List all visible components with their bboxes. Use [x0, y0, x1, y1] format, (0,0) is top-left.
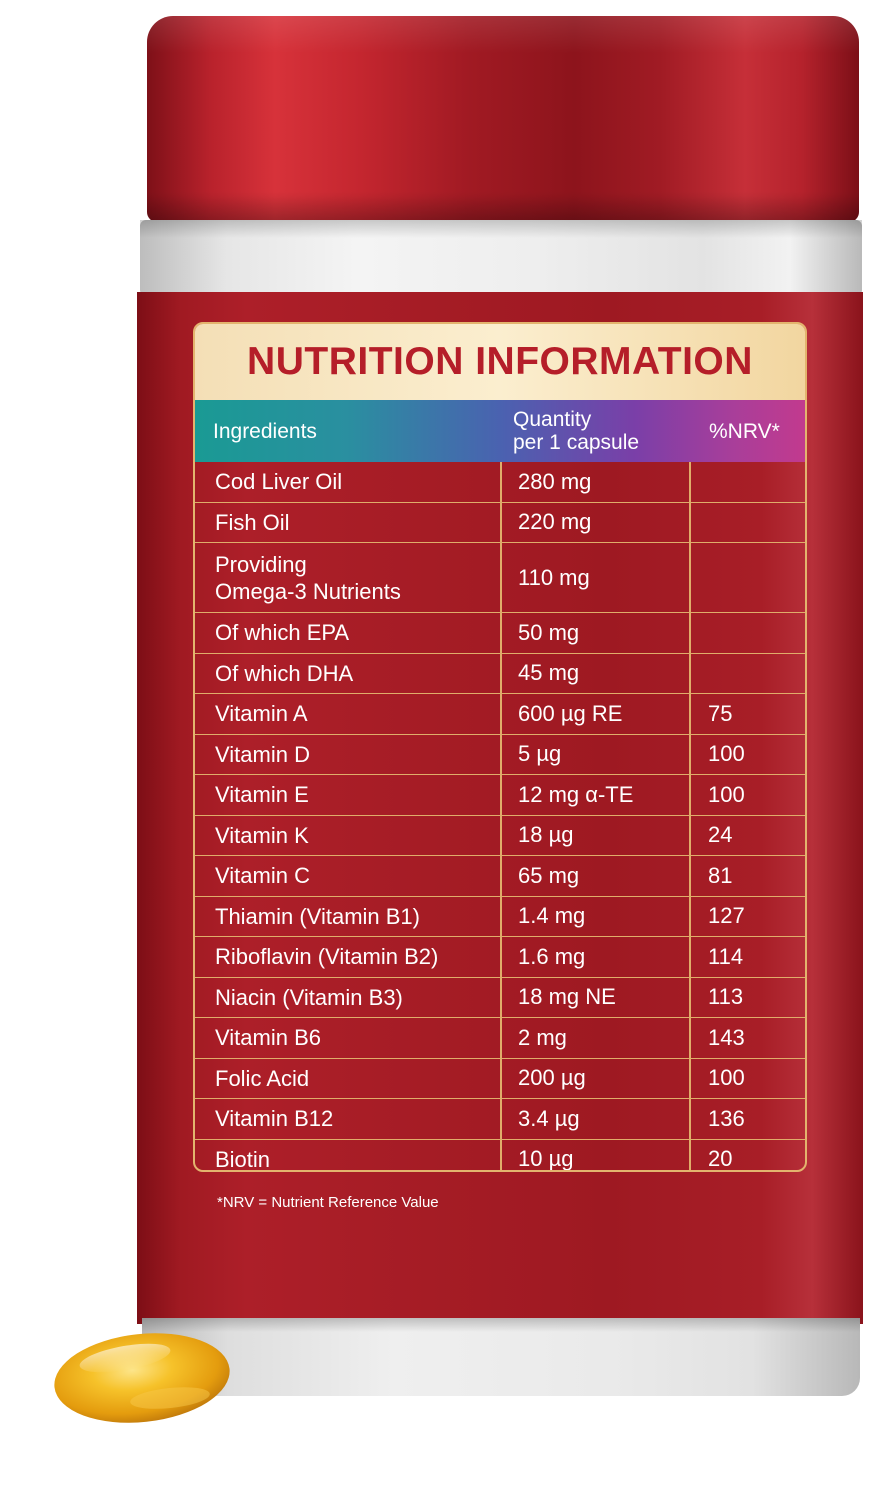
nrv-cell: 113: [708, 984, 744, 1010]
nutrition-title: NUTRITION INFORMATION: [247, 340, 753, 383]
bottle-base-shadow: [142, 1318, 860, 1332]
softgel-capsule-icon: [54, 1333, 230, 1423]
nrv-cell: 127: [708, 903, 745, 929]
ingredient-cell: Vitamin K: [215, 822, 309, 848]
quantity-cell: 600 µg RE: [518, 700, 623, 726]
nutrition-title-bar: NUTRITION INFORMATION: [195, 324, 805, 400]
nrv-cell: [708, 543, 798, 612]
table-row: Cod Liver Oil 280 mg: [195, 462, 805, 502]
column-divider: [500, 462, 502, 1170]
ingredient-cell: Of which DHA: [215, 660, 354, 686]
header-nrv: %NRV*: [709, 419, 780, 443]
nrv-cell: 81: [708, 862, 733, 888]
nrv-footnote: *NRV = Nutrient Reference Value: [217, 1194, 439, 1211]
ingredient-cell: Vitamin A: [215, 701, 308, 727]
table-row: Vitamin D 5 µg 100: [195, 733, 805, 775]
nrv-cell: 136: [708, 1105, 745, 1131]
ingredient-cell: Thiamin (Vitamin B1): [215, 903, 420, 929]
table-header: Ingredients Quantity per 1 capsule %NRV*: [195, 400, 805, 462]
quantity-cell: 50 mg: [518, 619, 580, 645]
table-row: Vitamin C 65 mg 81: [195, 855, 805, 896]
quantity-cell: 110 mg: [518, 564, 590, 590]
nrv-cell: [708, 503, 798, 543]
nrv-cell: [708, 613, 798, 653]
table-row: Vitamin B12 3.4 µg 136: [195, 1098, 805, 1139]
ingredient-cell: Folic Acid: [215, 1065, 310, 1091]
ingredient-cell: Of which EPA: [215, 620, 350, 646]
table-row: Vitamin A 600 µg RE 75: [195, 693, 805, 734]
nrv-cell: [708, 654, 798, 694]
table-row: Biotin 10 µg 20: [195, 1138, 805, 1172]
nrv-cell: [708, 462, 798, 502]
table-row: Thiamin (Vitamin B1) 1.4 mg 127: [195, 895, 805, 937]
bottle-base-band: [142, 1318, 860, 1396]
nrv-cell: 24: [708, 822, 733, 848]
quantity-cell: 65 mg: [518, 862, 580, 888]
header-quantity-line1: Quantity: [513, 408, 592, 431]
nrv-cell: 20: [708, 1146, 733, 1172]
ingredient-cell: Providing Omega-3 Nutrients: [215, 543, 495, 612]
quantity-cell: 5 µg: [518, 741, 562, 767]
table-row: Providing Omega-3 Nutrients 110 mg: [195, 542, 805, 612]
table-row: Of which DHA 45 mg: [195, 652, 805, 694]
bottle-neck-shadow: [140, 220, 862, 238]
bottle-neck-band: [140, 220, 862, 296]
quantity-cell: 45 mg: [518, 660, 580, 686]
table-row: Of which EPA 50 mg: [195, 612, 805, 653]
quantity-cell: 220 mg: [518, 509, 592, 535]
ingredient-line2: Omega-3 Nutrients: [215, 578, 401, 604]
ingredient-cell: Vitamin D: [215, 741, 310, 767]
table-row: Riboflavin (Vitamin B2) 1.6 mg 114: [195, 936, 805, 977]
ingredient-line1: Providing: [215, 551, 307, 577]
bottle-cap: [147, 16, 859, 222]
quantity-cell: 18 µg: [518, 822, 574, 848]
quantity-cell: 18 mg NE: [518, 984, 616, 1010]
header-quantity: Quantity per 1 capsule: [513, 400, 693, 462]
nrv-cell: 75: [708, 700, 733, 726]
ingredient-cell: Vitamin E: [215, 782, 309, 808]
nrv-cell: 100: [708, 781, 745, 807]
column-divider: [689, 462, 691, 1170]
quantity-cell: 12 mg α-TE: [518, 781, 634, 807]
table-row: Vitamin B6 2 mg 143: [195, 1017, 805, 1058]
nutrition-panel: NUTRITION INFORMATION Ingredients Quanti…: [193, 322, 807, 1172]
quantity-cell: 1.4 mg: [518, 903, 586, 929]
ingredient-cell: Niacin (Vitamin B3): [215, 984, 403, 1010]
table-row: Vitamin K 18 µg 24: [195, 814, 805, 856]
table-row: Fish Oil 220 mg: [195, 501, 805, 543]
ingredient-cell: Cod Liver Oil: [215, 469, 343, 495]
ingredient-cell: Vitamin C: [215, 863, 310, 889]
nutrition-table-body: Cod Liver Oil 280 mg Fish Oil 220 mg Pro…: [195, 462, 805, 1172]
quantity-cell: 1.6 mg: [518, 943, 586, 969]
nrv-cell: 100: [708, 741, 745, 767]
table-row: Folic Acid 200 µg 100: [195, 1057, 805, 1099]
table-row: Vitamin E 12 mg α-TE 100: [195, 774, 805, 815]
header-ingredients: Ingredients: [213, 419, 317, 443]
ingredient-cell: Riboflavin (Vitamin B2): [215, 944, 439, 970]
quantity-cell: 280 mg: [518, 468, 592, 494]
ingredient-cell: Vitamin B6: [215, 1025, 321, 1051]
nrv-cell: 143: [708, 1024, 745, 1050]
ingredient-cell: Fish Oil: [215, 509, 290, 535]
bottle-cap-rim: [147, 196, 859, 222]
table-row: Niacin (Vitamin B3) 18 mg NE 113: [195, 976, 805, 1018]
nrv-cell: 114: [708, 943, 744, 969]
nrv-cell: 100: [708, 1065, 745, 1091]
header-quantity-line2: per 1 capsule: [513, 431, 640, 454]
quantity-cell: 200 µg: [518, 1065, 586, 1091]
ingredient-cell: Vitamin B12: [215, 1106, 334, 1132]
ingredient-cell: Biotin: [215, 1146, 271, 1172]
quantity-cell: 3.4 µg: [518, 1105, 580, 1131]
quantity-cell: 2 mg: [518, 1024, 567, 1050]
quantity-cell: 10 µg: [518, 1146, 574, 1172]
